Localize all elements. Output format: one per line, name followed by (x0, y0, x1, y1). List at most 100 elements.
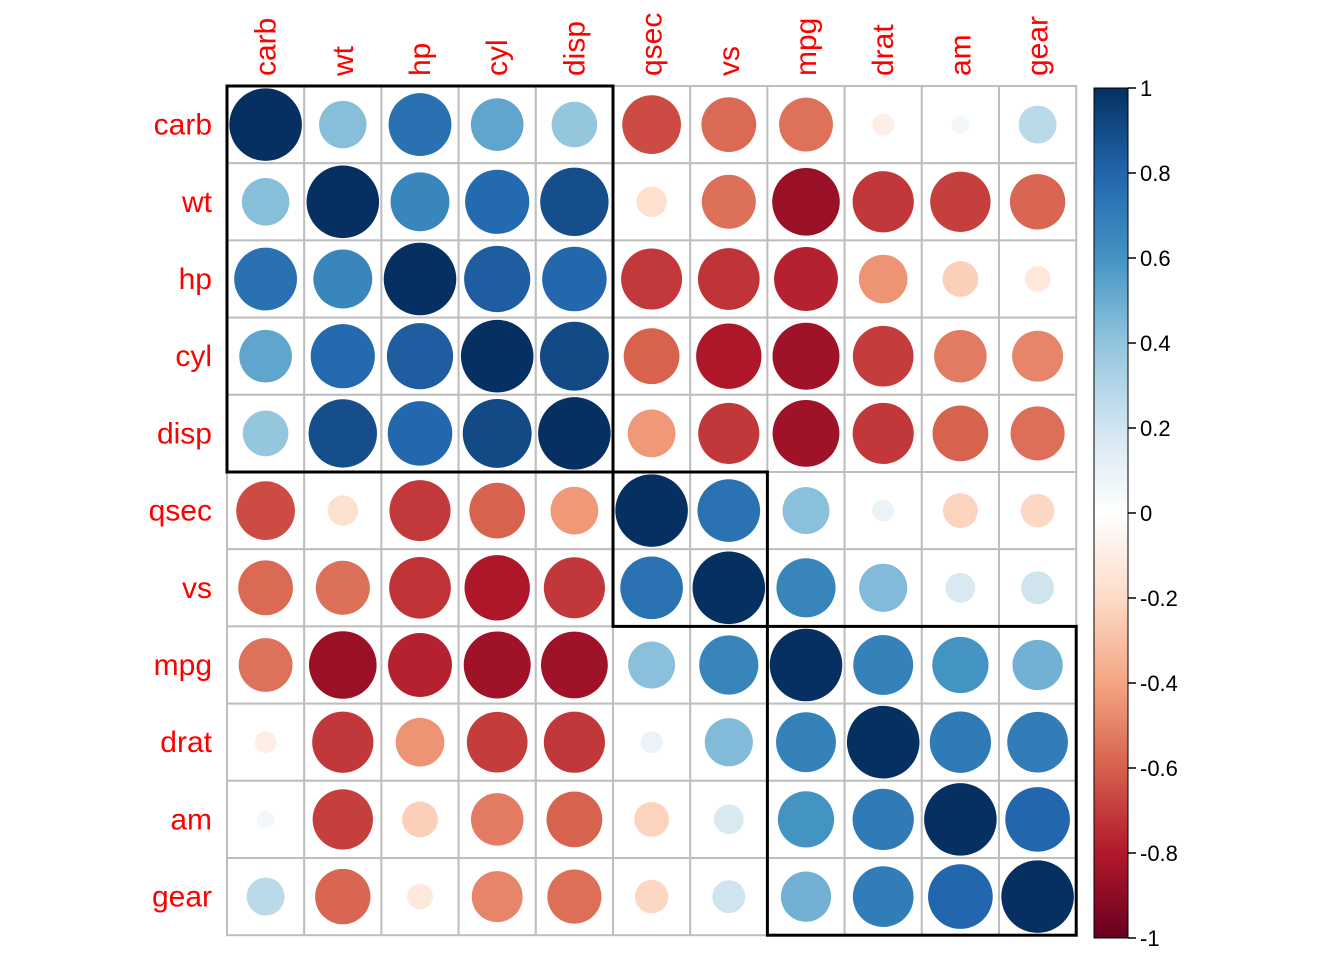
correlation-circle-wt-wt (306, 165, 380, 239)
correlation-circle-vs-qsec (620, 556, 683, 620)
correlation-circle-vs-hp (389, 556, 451, 619)
correlation-circle-disp-cyl (462, 398, 532, 468)
cluster-box-3 (765, 624, 1078, 937)
correlation-circle-qsec-carb (236, 481, 295, 540)
correlation-circle-am-gear (1005, 787, 1070, 852)
correlation-circle-carb-carb (229, 88, 302, 161)
correlation-circle-vs-gear (1021, 571, 1055, 605)
colorbar-tick-label: 0.2 (1140, 416, 1171, 441)
correlation-circle-hp-hp (383, 242, 457, 316)
correlation-circle-drat-wt (312, 711, 374, 773)
correlation-circle-hp-mpg (774, 247, 838, 311)
correlation-circle-vs-wt (315, 560, 370, 615)
correlation-circle-mpg-qsec (628, 641, 676, 689)
correlation-circle-drat-mpg (776, 712, 836, 773)
correlation-circle-mpg-vs (699, 635, 759, 695)
correlation-circle-disp-hp (387, 401, 453, 466)
row-label-mpg: mpg (154, 649, 212, 682)
correlation-circle-hp-gear (1024, 266, 1051, 292)
correlation-circle-gear-drat (852, 866, 914, 927)
correlation-circle-am-vs (713, 804, 744, 835)
correlation-circle-carb-am (951, 115, 970, 134)
correlation-circle-disp-wt (308, 399, 377, 468)
correlation-circle-carb-gear (1018, 105, 1057, 144)
correlation-circle-hp-qsec (621, 248, 683, 310)
correlation-circle-hp-drat (858, 254, 908, 304)
correlation-circle-gear-hp (407, 883, 433, 910)
column-label-hp: hp (404, 43, 437, 76)
correlation-circle-carb-mpg (779, 97, 833, 152)
correlation-circle-carb-cyl (470, 98, 524, 151)
correlation-circle-wt-disp (540, 167, 609, 236)
correlation-circle-qsec-mpg (782, 487, 830, 535)
correlation-circle-carb-hp (388, 93, 452, 157)
correlation-circle-qsec-am (943, 493, 978, 528)
correlation-circle-gear-vs (712, 880, 746, 914)
row-label-gear: gear (152, 881, 212, 914)
correlation-circle-drat-hp (395, 717, 445, 767)
correlation-circle-cyl-hp (386, 323, 454, 390)
correlation-circle-hp-carb (234, 247, 298, 311)
correlation-circle-qsec-qsec (615, 474, 688, 547)
correlation-circle-disp-am (932, 405, 989, 462)
column-label-gear: gear (1022, 16, 1055, 76)
cluster-box-2 (611, 470, 769, 628)
correlation-circle-drat-vs (704, 718, 753, 767)
row-label-drat: drat (160, 726, 212, 759)
correlation-circle-disp-disp (538, 397, 611, 470)
correlation-circle-drat-am (929, 711, 992, 773)
correlation-circle-gear-wt (315, 868, 371, 925)
correlation-circle-qsec-disp (550, 486, 599, 535)
correlation-circle-carb-drat (872, 113, 895, 136)
correlation-circle-cyl-vs (696, 323, 762, 389)
correlation-circle-am-wt (312, 789, 373, 850)
correlation-circle-drat-drat (846, 705, 920, 779)
correlation-circle-wt-carb (241, 178, 290, 226)
correlation-circle-mpg-mpg (769, 628, 843, 702)
correlation-circle-gear-qsec (634, 879, 669, 914)
correlation-circle-cyl-mpg (772, 322, 840, 390)
correlation-circle-gear-carb (246, 877, 285, 916)
correlation-circle-qsec-drat (872, 499, 895, 522)
correlation-circle-qsec-vs (697, 479, 761, 542)
row-label-qsec: qsec (149, 495, 212, 528)
colorbar-tick-label: -0.4 (1140, 671, 1178, 696)
correlation-circle-carb-disp (551, 101, 598, 148)
correlation-circle-mpg-am (932, 636, 989, 694)
row-label-cyl: cyl (175, 340, 212, 373)
correlation-circle-mpg-disp (540, 631, 608, 699)
row-labels: carb wt hp cyl disp qsec vs mpg drat am gear (149, 109, 213, 914)
correlation-circle-am-disp (546, 791, 603, 848)
correlation-circle-carb-vs (701, 97, 757, 152)
column-label-cyl: cyl (481, 39, 514, 76)
correlation-circle-am-mpg (777, 791, 835, 848)
colorbar-tick-label: 0.4 (1140, 331, 1171, 356)
correlation-circle-cyl-drat (852, 325, 914, 387)
column-label-qsec: qsec (636, 13, 669, 76)
correlation-circle-cyl-cyl (460, 319, 534, 393)
correlation-circle-disp-drat (852, 402, 914, 464)
correlation-circle-gear-am (928, 864, 993, 929)
correlation-circle-disp-vs (698, 402, 760, 464)
column-labels: carb wt hp cyl disp qsec vs mpg drat am gear (250, 13, 1055, 77)
correlation-circle-disp-mpg (772, 399, 840, 467)
column-label-wt: wt (327, 45, 360, 77)
correlation-circle-disp-qsec (627, 409, 676, 458)
colorbar-tick-label: 0.8 (1140, 161, 1171, 186)
correlation-circle-qsec-gear (1020, 493, 1055, 528)
column-label-vs: vs (713, 46, 746, 76)
correlation-circle-wt-mpg (772, 168, 840, 236)
correlation-circle-gear-disp (547, 869, 602, 924)
correlation-circle-hp-cyl (464, 245, 531, 313)
colorbar-tick-label: -0.6 (1140, 756, 1178, 781)
correlation-circle-mpg-carb (238, 638, 293, 692)
correlation-circle-vs-cyl (464, 555, 530, 621)
cluster-box-1 (225, 84, 615, 474)
correlation-circle-drat-gear (1007, 711, 1068, 773)
matrix-circles (229, 88, 1074, 933)
correlation-circle-wt-qsec (636, 186, 667, 217)
correlation-circle-am-cyl (470, 793, 524, 846)
column-label-carb: carb (250, 18, 283, 76)
colorbar-tick-label: 0.6 (1140, 246, 1171, 271)
